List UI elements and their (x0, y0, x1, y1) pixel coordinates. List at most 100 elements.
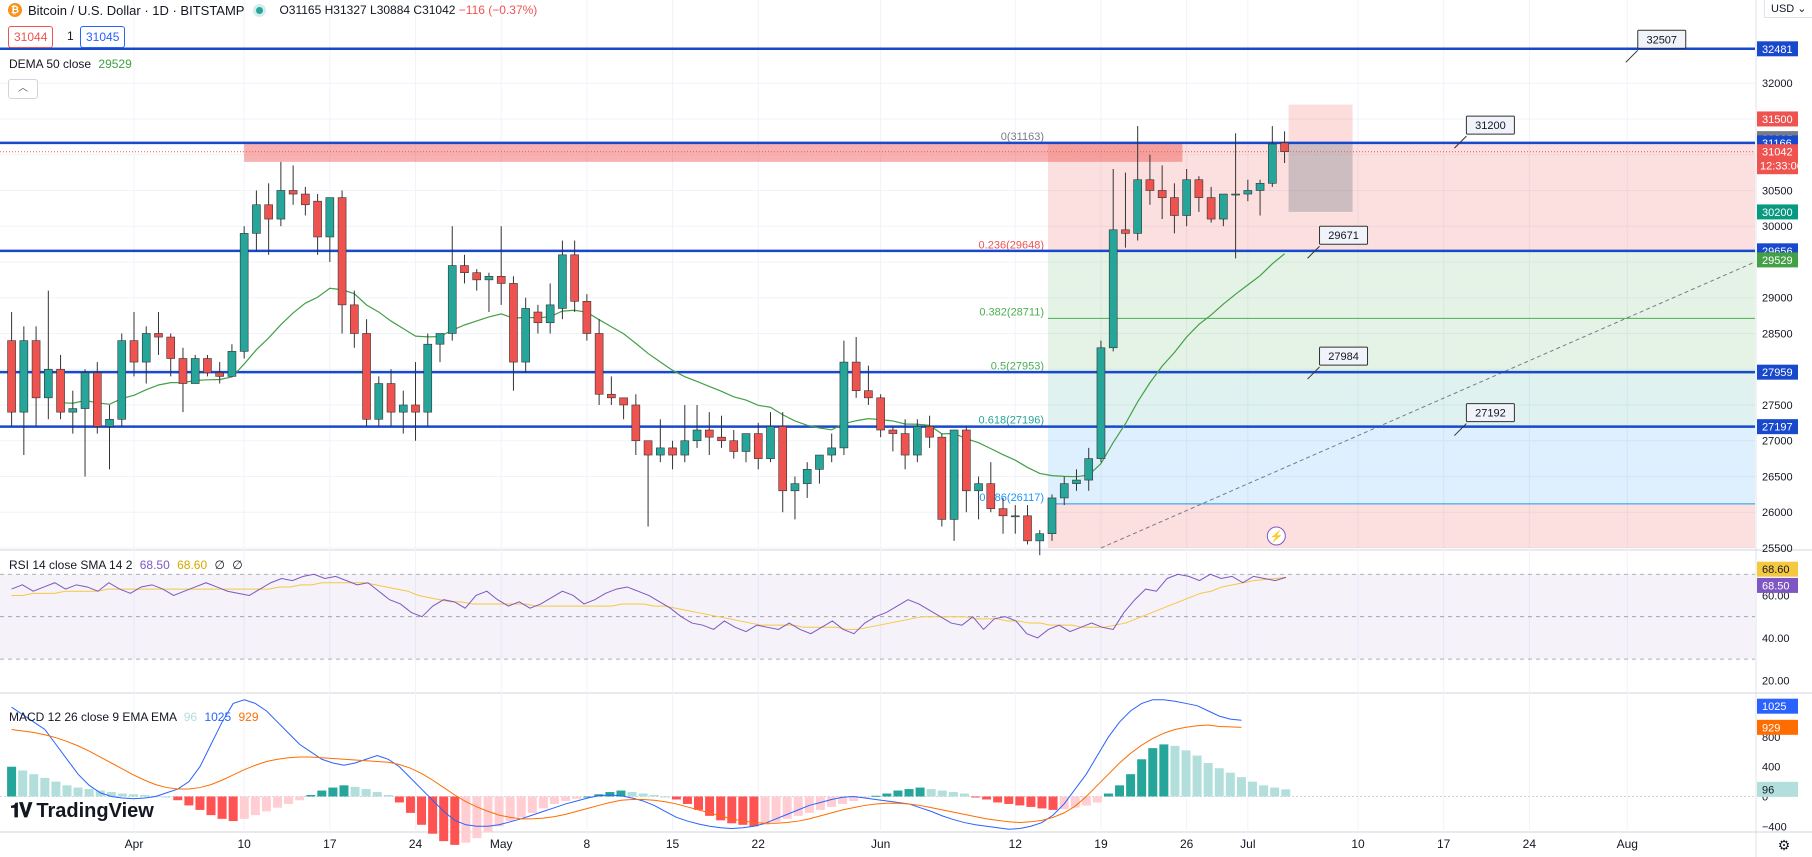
macd-hist-bar (627, 792, 637, 797)
candle-body (594, 333, 604, 395)
macd-hist-bar (273, 796, 283, 808)
macd-legend[interactable]: MACD 12 26 close 9 EMA EMA 96 1025 929 (9, 710, 259, 724)
candle-body (998, 508, 1008, 517)
candle (1108, 169, 1118, 352)
macd-hist-bar (217, 796, 227, 819)
ohlc-close: C31042 (413, 3, 456, 17)
macd-hist-bar (328, 787, 338, 797)
macd-hist-bar (128, 794, 138, 797)
callout-text: 29671 (1328, 230, 1359, 242)
candle (398, 390, 408, 434)
time-axis-label: Jun (871, 837, 890, 851)
collapse-legend-button[interactable]: ︿ (8, 79, 38, 99)
macd-hist-bar (184, 796, 194, 806)
dema-name: DEMA 50 close (9, 57, 92, 71)
price-axis-tick: 26000 (1762, 507, 1793, 519)
candle (129, 312, 139, 377)
buy-button[interactable]: 31045 (80, 26, 126, 48)
candle (876, 394, 885, 438)
candle (998, 497, 1008, 534)
candle (484, 272, 494, 313)
macd-hist-bar (372, 792, 382, 797)
macd-hist-bar (904, 789, 914, 797)
macd-hist-bar (1137, 759, 1147, 797)
candle (166, 333, 176, 377)
macd-axis-tag (1757, 719, 1798, 735)
macd-hist-bar (417, 796, 427, 825)
candle (1280, 131, 1289, 164)
time-axis-label: 22 (752, 837, 766, 851)
candle (986, 462, 996, 513)
price-axis-tag (1757, 364, 1798, 380)
candle-body (313, 200, 322, 238)
macd-hist-bar (483, 796, 493, 833)
macd-hist-bar (1270, 787, 1280, 797)
candle-body (1023, 515, 1032, 542)
macd-hist-bar (1259, 785, 1269, 797)
candle (1059, 476, 1069, 506)
macd-hist-bar (339, 785, 349, 797)
candle (386, 369, 396, 427)
rsi-extra-1: ∅ (214, 558, 225, 572)
candle (815, 454, 824, 484)
candle (864, 365, 873, 405)
macd-hist-bar (162, 796, 172, 798)
ohlc-readout: O31165 H31327 L30884 C31042 −116 (−0.37%… (279, 3, 537, 17)
fib-level-label: 0.618(27196) (979, 415, 1044, 427)
candle (1084, 447, 1094, 491)
macd-hist-bar (893, 790, 903, 797)
candle-body (802, 469, 812, 484)
macd-hist-bar (261, 796, 271, 812)
candle (851, 337, 861, 398)
candle-body (656, 447, 665, 456)
alert-lightning-icon: ⚡ (1266, 526, 1286, 546)
macd-hist-bar (561, 796, 571, 801)
macd-hist-bar (1115, 785, 1125, 797)
price-axis-tag-text: 31500 (1762, 114, 1793, 126)
ohlc-open: O31165 (279, 3, 322, 17)
macd-hist-bar (993, 796, 1003, 803)
macd-axis-tick: −400 (1762, 821, 1787, 833)
macd-hist-bar (284, 796, 294, 804)
candle (1072, 469, 1081, 491)
rsi-legend[interactable]: RSI 14 close SMA 14 2 68.50 68.60 ∅ ∅ (9, 558, 243, 572)
candle (1170, 183, 1179, 234)
candle-body (447, 265, 457, 334)
candle-body (570, 254, 579, 302)
candle (925, 415, 934, 448)
rsi-axis-tag-text: 68.60 (1762, 564, 1790, 576)
macd-hist-bar (140, 795, 150, 797)
candle (264, 183, 273, 255)
candle (276, 161, 286, 227)
macd-hist-bar (771, 796, 781, 822)
price-axis-tag (1757, 41, 1798, 57)
macd-hist-bar (494, 796, 504, 827)
time-axis-label: 15 (666, 837, 680, 851)
callout-box (1319, 225, 1369, 245)
macd-hist-bar (982, 796, 992, 800)
symbol-title[interactable]: Bitcoin / U.S. Dollar · 1D · BITSTAMP (28, 2, 245, 18)
rsi-axis-tag-text: 68.50 (1762, 580, 1790, 592)
macd-hist-bar (516, 796, 526, 818)
candle (545, 283, 555, 334)
dema-legend[interactable]: DEMA 50 close 29529 (9, 57, 132, 71)
candle (496, 226, 506, 305)
macd-hist-bar (7, 766, 17, 797)
rsi-name: RSI 14 close SMA 14 2 (9, 558, 133, 572)
time-axis-label: 24 (1523, 837, 1537, 851)
candle (1243, 179, 1253, 202)
rsi-axis-tick: 20.00 (1762, 675, 1790, 687)
rsi-axis-tag (1757, 561, 1798, 577)
sell-button[interactable]: 31044 (8, 26, 54, 48)
fib-zone (1048, 372, 1755, 427)
candle (301, 186, 310, 216)
macd-hist-bar (959, 793, 969, 797)
candle (802, 462, 812, 498)
price-axis-tag (1757, 252, 1798, 268)
candle-body (1108, 229, 1118, 349)
candle-body (521, 308, 530, 363)
currency-label: USD (1771, 3, 1795, 15)
callout-box (1465, 403, 1515, 423)
currency-selector[interactable]: USD ⌄ (1764, 0, 1812, 18)
